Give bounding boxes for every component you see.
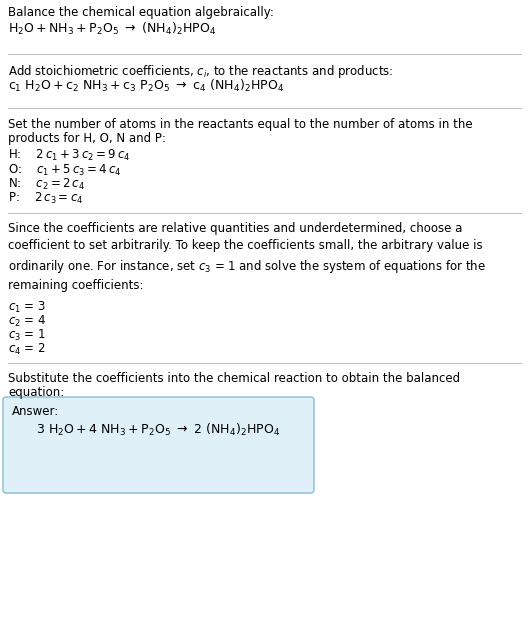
Text: Balance the chemical equation algebraically:: Balance the chemical equation algebraica… (8, 6, 274, 19)
Text: Add stoichiometric coefficients, $c_i$, to the reactants and products:: Add stoichiometric coefficients, $c_i$, … (8, 63, 394, 80)
Text: $c_4$ = 2: $c_4$ = 2 (8, 342, 45, 357)
Text: equation:: equation: (8, 386, 64, 399)
Text: H: $\quad 2\,c_1 + 3\,c_2 = 9\,c_4$: H: $\quad 2\,c_1 + 3\,c_2 = 9\,c_4$ (8, 148, 130, 163)
Text: Answer:: Answer: (12, 405, 59, 418)
Text: P: $\quad 2\,c_3 = c_4$: P: $\quad 2\,c_3 = c_4$ (8, 191, 83, 206)
Text: $\mathrm{c_1\ H_2O + c_2\ NH_3 + c_3\ P_2O_5 \ \rightarrow \ c_4\ (NH_4)_2HPO_4}: $\mathrm{c_1\ H_2O + c_2\ NH_3 + c_3\ P_… (8, 78, 284, 94)
Text: Set the number of atoms in the reactants equal to the number of atoms in the: Set the number of atoms in the reactants… (8, 118, 472, 131)
Text: $\mathrm{3\ H_2O + 4\ NH_3 + P_2O_5 \ \rightarrow \ 2\ (NH_4)_2HPO_4}$: $\mathrm{3\ H_2O + 4\ NH_3 + P_2O_5 \ \r… (36, 422, 280, 438)
FancyBboxPatch shape (3, 397, 314, 493)
Text: $\mathrm{H_2O + NH_3 + P_2O_5 \ \rightarrow \ (NH_4)_2HPO_4}$: $\mathrm{H_2O + NH_3 + P_2O_5 \ \rightar… (8, 21, 216, 37)
Text: $c_1$ = 3: $c_1$ = 3 (8, 300, 46, 315)
Text: $c_2$ = 4: $c_2$ = 4 (8, 314, 46, 329)
Text: N: $\quad c_2 = 2\,c_4$: N: $\quad c_2 = 2\,c_4$ (8, 177, 85, 192)
Text: Since the coefficients are relative quantities and underdetermined, choose a
coe: Since the coefficients are relative quan… (8, 222, 486, 292)
Text: $c_3$ = 1: $c_3$ = 1 (8, 328, 45, 343)
Text: O: $\quad c_1 + 5\,c_3 = 4\,c_4$: O: $\quad c_1 + 5\,c_3 = 4\,c_4$ (8, 163, 121, 178)
Text: Substitute the coefficients into the chemical reaction to obtain the balanced: Substitute the coefficients into the che… (8, 372, 460, 385)
Text: products for H, O, N and P:: products for H, O, N and P: (8, 132, 166, 145)
